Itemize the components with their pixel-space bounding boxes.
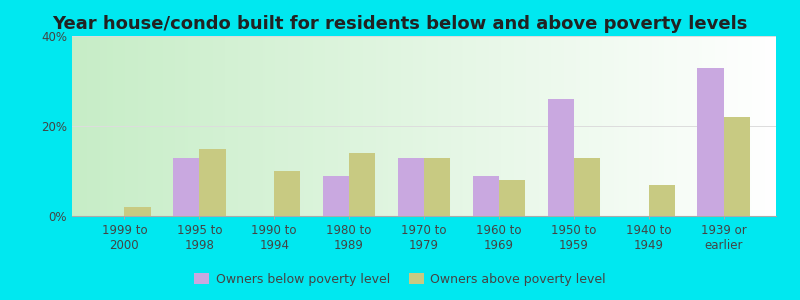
Bar bbox=[424, 158, 450, 216]
Bar bbox=[125, 207, 150, 216]
Bar bbox=[649, 184, 675, 216]
Bar bbox=[173, 158, 199, 216]
Bar bbox=[723, 117, 750, 216]
Text: Year house/condo built for residents below and above poverty levels: Year house/condo built for residents bel… bbox=[52, 15, 748, 33]
Bar bbox=[574, 158, 600, 216]
Bar bbox=[499, 180, 525, 216]
Bar bbox=[349, 153, 375, 216]
Bar bbox=[199, 148, 226, 216]
Bar bbox=[398, 158, 424, 216]
Legend: Owners below poverty level, Owners above poverty level: Owners below poverty level, Owners above… bbox=[190, 268, 610, 291]
Bar bbox=[274, 171, 301, 216]
Bar bbox=[698, 68, 723, 216]
Bar bbox=[547, 99, 574, 216]
Bar bbox=[323, 176, 349, 216]
Bar bbox=[473, 176, 499, 216]
